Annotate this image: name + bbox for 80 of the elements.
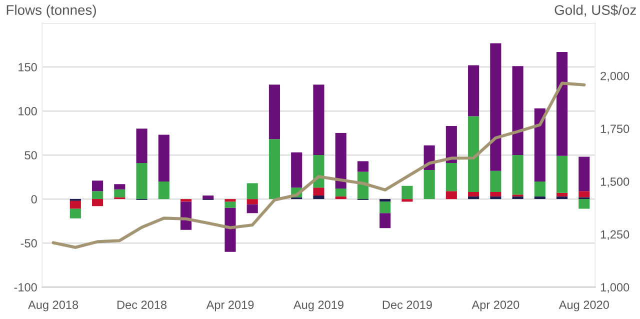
bar <box>335 188 346 196</box>
bar <box>490 192 502 196</box>
bar <box>70 208 81 218</box>
bar <box>534 181 546 196</box>
y2-tick-label: 1,250 <box>600 230 630 240</box>
bar <box>224 199 236 202</box>
bar <box>268 139 280 200</box>
x-tick-label: Aug 2020 <box>558 300 609 312</box>
bar <box>246 204 258 214</box>
bar <box>246 183 258 200</box>
bar <box>490 43 502 171</box>
bar <box>92 199 104 206</box>
bar <box>380 202 391 214</box>
bar <box>490 170 502 192</box>
bar <box>313 188 324 196</box>
y2-tick-label: 1,750 <box>600 124 630 134</box>
y2-axis-title: Gold, US$/oz <box>554 4 636 17</box>
bar <box>534 196 546 200</box>
x-tick-label: Aug 2019 <box>293 300 344 312</box>
bar <box>468 116 480 192</box>
x-tick-label: Apr 2019 <box>206 300 254 312</box>
bar <box>446 191 457 200</box>
bar <box>424 170 435 200</box>
bar <box>556 52 568 156</box>
y2-tick-label: 1,500 <box>600 177 630 188</box>
bar <box>468 65 480 116</box>
bar <box>556 196 568 200</box>
bar <box>512 155 524 195</box>
bar <box>512 196 524 200</box>
bar <box>268 84 280 140</box>
bar <box>70 200 81 209</box>
y-tick-label: -100 <box>14 283 37 292</box>
bar <box>335 133 346 188</box>
bar <box>380 213 391 228</box>
bar <box>335 196 346 200</box>
bar <box>402 199 413 202</box>
y-axis-title: Flows (tonnes) <box>6 4 96 18</box>
bar <box>136 162 148 200</box>
bar <box>468 192 480 196</box>
y-tick-label: 150 <box>18 63 37 72</box>
bar <box>114 189 126 198</box>
bar <box>556 156 568 193</box>
x-tick-label: Apr 2020 <box>472 300 520 312</box>
bar <box>446 126 457 163</box>
bar <box>158 134 170 182</box>
bar <box>224 202 236 208</box>
bar <box>490 196 502 200</box>
line-series <box>52 82 586 249</box>
bar <box>158 181 170 200</box>
y-tick-label: 0 <box>31 195 37 204</box>
x-tick-label: Dec 2018 <box>117 300 167 309</box>
bar <box>578 191 590 198</box>
y-tick-label: 50 <box>24 151 37 160</box>
bar <box>246 199 258 204</box>
bar <box>380 199 391 202</box>
bar <box>291 152 302 188</box>
bar <box>512 66 524 156</box>
bar <box>114 184 126 190</box>
y2-tick-label: 1,000 <box>600 283 630 293</box>
bar <box>446 162 457 192</box>
bar <box>402 186 413 200</box>
bar <box>578 199 590 209</box>
bar <box>313 196 324 200</box>
x-tick-label: Dec 2019 <box>382 300 432 309</box>
bar <box>578 156 590 192</box>
bar <box>357 161 368 172</box>
y2-tick-label: 2,000 <box>600 72 630 82</box>
bar <box>313 84 324 156</box>
bar <box>556 192 568 196</box>
x-tick-label: Aug 2018 <box>28 300 78 312</box>
y-tick-label: 100 <box>18 107 37 116</box>
bar <box>180 199 192 202</box>
bar <box>136 128 148 163</box>
bar <box>468 196 480 200</box>
bar <box>92 191 104 200</box>
y-tick-label: -50 <box>20 239 37 248</box>
bar <box>92 180 104 192</box>
bar <box>534 108 546 182</box>
bar <box>202 196 214 200</box>
bar <box>224 208 236 252</box>
